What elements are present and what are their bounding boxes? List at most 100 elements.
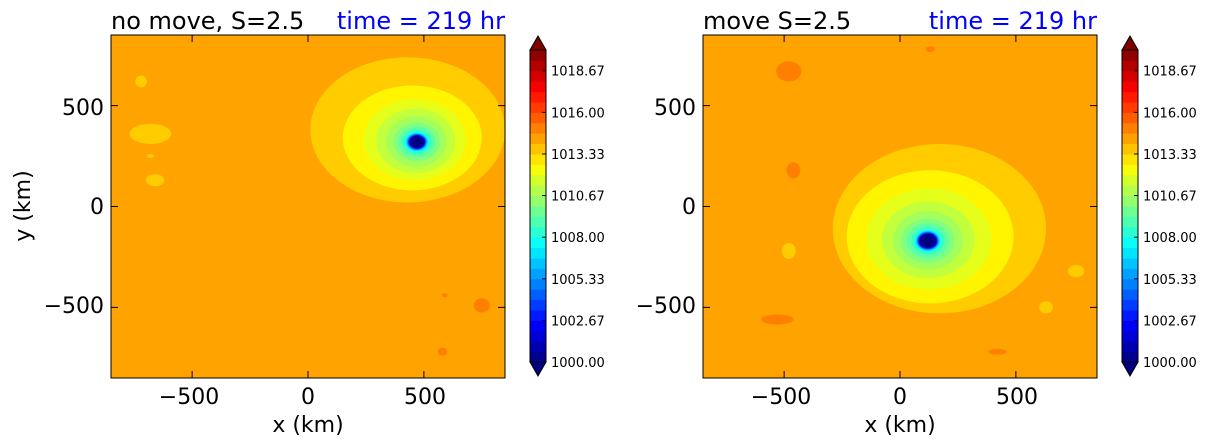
left-colorbar-segment: [530, 258, 546, 269]
left-colorbar-label: 1005.33: [551, 273, 605, 288]
left-colorbar-segment: [530, 112, 546, 124]
right-colorbar-segment: [1122, 351, 1138, 363]
left-colorbar-label: 1013.33: [551, 148, 605, 163]
left-colorbar-segment: [530, 154, 546, 165]
left-title: no move, S=2.5: [111, 7, 304, 35]
right-colorbar-segment: [1122, 341, 1138, 353]
left-colorbar-segment: [530, 91, 546, 103]
left-pressure-patch: [129, 123, 172, 144]
right-xtick-500: 500: [996, 385, 1038, 410]
right-pressure-patch: [781, 242, 796, 259]
left-colorbar-extend-top: [529, 34, 547, 51]
right-colorbar-segment: [1122, 60, 1138, 72]
right-colorbar-extend-top: [1121, 34, 1139, 51]
left-colorbar-segment: [530, 50, 546, 61]
left-colorbar-segment: [530, 81, 546, 93]
right-pressure-field: [703, 35, 1097, 378]
right-pressure-patch: [1039, 301, 1053, 314]
left-colorbar-segment: [530, 330, 546, 342]
right-colorbar-segment: [1122, 226, 1138, 238]
left-ytick-0: 0: [90, 195, 104, 220]
left-xtick-neg500: −500: [159, 385, 219, 410]
right-colorbar-segment: [1122, 174, 1138, 186]
right-contour-band: [920, 234, 936, 248]
left-colorbar-segment: [530, 143, 546, 155]
right-colorbar-segment: [1122, 143, 1138, 155]
right-colorbar-segment: [1122, 91, 1138, 103]
left-colorbar-segment: [530, 216, 546, 228]
right-time-label: time = 219 hr: [929, 7, 1097, 35]
left-time-label: time = 219 hr: [337, 7, 505, 35]
right-colorbar: 1000.00 1002.67 1005.33 1008.00 1010.67 1013.…: [1121, 34, 1197, 378]
right-colorbar-segment: [1122, 70, 1138, 82]
right-pressure-patch: [1068, 265, 1085, 278]
left-colorbar-segment: [530, 351, 546, 363]
left-colorbar-segment: [530, 122, 546, 134]
right-colorbar-segment: [1122, 216, 1138, 228]
right-colorbar-label: 1005.33: [1143, 273, 1197, 288]
right-colorbar-label: 1016.00: [1143, 106, 1197, 121]
left-colorbar-segment: [530, 164, 546, 176]
right-colorbar-label: 1018.67: [1143, 65, 1197, 80]
right-colorbar-segment: [1122, 258, 1138, 269]
left-pressure-field: [111, 35, 505, 378]
left-ytick-neg500: −500: [44, 294, 104, 319]
right-colorbar-label: 1013.33: [1143, 148, 1197, 163]
right-colorbar-segment: [1122, 164, 1138, 176]
right-xlabel: x (km): [864, 413, 935, 438]
left-tick-marks: [111, 35, 505, 378]
right-colorbar-segment: [1122, 50, 1138, 61]
right-colorbar-segment: [1122, 268, 1138, 280]
right-colorbar-segment: [1122, 133, 1138, 145]
right-pressure-patch: [776, 61, 802, 82]
left-colorbar-segment: [530, 206, 546, 217]
left-colorbar-frame: [529, 49, 547, 363]
left-colorbar-segment: [530, 195, 546, 207]
right-ytick-0: 0: [682, 195, 696, 220]
right-colorbar-segment: [1122, 299, 1138, 311]
left-colorbar-segment: [530, 299, 546, 311]
right-colorbar-segment: [1122, 320, 1138, 332]
left-colorbar-segment: [530, 174, 546, 186]
right-xtick-neg500: −500: [751, 385, 811, 410]
right-colorbar-segment: [1122, 247, 1138, 259]
right-colorbar-segment: [1122, 278, 1138, 290]
left-colorbar-label: 1016.00: [551, 106, 605, 121]
left-colorbar-segment: [530, 237, 546, 249]
left-colorbar-segment: [530, 268, 546, 280]
left-pressure-patch: [441, 293, 448, 298]
left-pressure-patch: [146, 154, 154, 159]
right-colorbar-extend-bottom: [1121, 361, 1139, 378]
right-colorbar-segment: [1122, 102, 1138, 113]
right-pressure-patch: [988, 348, 1007, 355]
left-colorbar-segment: [530, 226, 546, 238]
left-colorbar-segment: [530, 185, 546, 197]
right-pressure-patch: [925, 46, 935, 53]
left-pressure-patch: [437, 347, 448, 356]
left-colorbar-segment: [530, 60, 546, 72]
right-colorbar-segment: [1122, 206, 1138, 217]
right-pressure-patch: [760, 314, 794, 325]
left-xtick-500: 500: [404, 385, 446, 410]
right-colorbar-segment: [1122, 289, 1138, 301]
left-ytick-500: 500: [62, 96, 104, 121]
left-colorbar-segment: [530, 247, 546, 259]
left-colorbar-segment: [530, 102, 546, 113]
left-colorbar-segment: [530, 320, 546, 332]
right-colorbar-segment: [1122, 154, 1138, 165]
left-xlabel: x (km): [272, 413, 343, 438]
left-colorbar-label: 1002.67: [551, 314, 605, 329]
right-ytick-500: 500: [654, 96, 696, 121]
left-colorbar-label: 1010.67: [551, 190, 605, 205]
right-colorbar-segment: [1122, 310, 1138, 321]
right-tick-marks: [703, 35, 1097, 378]
left-colorbar-extend-bottom: [529, 361, 547, 378]
right-colorbar-frame: [1121, 49, 1139, 363]
right-colorbar-segment: [1122, 330, 1138, 342]
right-colorbar-label: 1002.67: [1143, 314, 1197, 329]
left-pressure-patch: [135, 75, 147, 88]
left-ylabel: y (km): [11, 170, 36, 241]
left-colorbar-label: 1000.00: [551, 356, 605, 371]
left-colorbar: 1000.00 1002.67 1005.33 1008.00 1010.67 1013.…: [529, 34, 605, 378]
